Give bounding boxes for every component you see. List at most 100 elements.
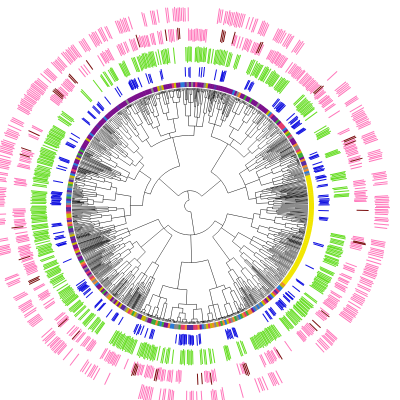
- clade-segment: [304, 172, 311, 177]
- clade-segment: [173, 323, 177, 330]
- clade-segment: [246, 96, 252, 103]
- clade-segment: [114, 106, 120, 112]
- clade-segment: [83, 266, 89, 271]
- clade-segment: [263, 108, 269, 115]
- clade-segment: [94, 125, 100, 131]
- clade-segment: [117, 103, 123, 110]
- clade-segment: [302, 166, 309, 171]
- clade-segment: [87, 133, 94, 139]
- clade-segment: [67, 225, 73, 229]
- clade-segment: [94, 281, 100, 287]
- clade-segment: [70, 237, 76, 242]
- clade-segment: [144, 316, 149, 323]
- clade-segment: [209, 83, 213, 89]
- clade-segment: [284, 130, 290, 136]
- clade-segment: [286, 273, 293, 279]
- clade-segment: [295, 148, 302, 154]
- clade-segment: [257, 302, 263, 309]
- clade-segment: [79, 146, 86, 152]
- clade-segment: [260, 300, 266, 306]
- clade-segment: [299, 158, 306, 163]
- clade-segment: [263, 297, 269, 304]
- clade-segment: [277, 284, 283, 290]
- clade-segment: [301, 162, 307, 167]
- clade-segment: [106, 293, 112, 299]
- clade-segment: [281, 279, 288, 285]
- clade-segment: [140, 91, 145, 97]
- clade-segment: [82, 143, 88, 148]
- clade-segment: [117, 302, 123, 309]
- clade-segment: [298, 154, 304, 159]
- clade-segment: [165, 84, 169, 90]
- clade-segment: [80, 144, 87, 150]
- clade-segment: [262, 299, 268, 305]
- clade-segment: [289, 269, 295, 275]
- clade-segment: [305, 231, 312, 236]
- clade-segment: [302, 164, 308, 169]
- clade-segment: [215, 84, 220, 91]
- clade-segment: [84, 268, 90, 273]
- clade-segment: [241, 312, 246, 319]
- green-ring-ticks: [30, 46, 350, 366]
- clade-segment: [307, 223, 313, 227]
- clade-segment: [303, 239, 309, 244]
- clade-segment: [303, 168, 309, 173]
- clade-segment: [171, 323, 175, 329]
- clade-segment: [308, 191, 314, 195]
- clade-segment: [77, 152, 83, 157]
- clade-segment: [301, 245, 307, 250]
- clade-segment: [217, 85, 222, 91]
- clade-segment: [302, 243, 308, 248]
- clade-segment: [305, 176, 312, 181]
- clade-segment: [74, 158, 81, 163]
- clade-segment: [116, 105, 122, 111]
- clade-segment: [241, 93, 246, 100]
- clade-segment: [92, 127, 99, 133]
- clade-segment: [142, 315, 147, 322]
- clade-segment: [215, 321, 220, 328]
- clade-segment: [306, 227, 312, 231]
- clade-segment: [89, 274, 95, 280]
- clade-segment: [270, 292, 276, 298]
- clade-segment: [288, 271, 294, 277]
- clade-segment: [132, 311, 138, 318]
- clade-segment: [225, 87, 230, 94]
- clade-segment: [231, 316, 236, 323]
- pink-ring-inner: [12, 28, 368, 384]
- clade-segment: [265, 296, 271, 302]
- clade-segment: [258, 301, 264, 307]
- clade-segment: [169, 83, 173, 89]
- darkred-marks-ticks: [11, 27, 369, 385]
- clade-segment: [119, 304, 125, 310]
- clade-segment: [69, 174, 75, 179]
- clade-segment: [300, 160, 307, 165]
- clade-segment: [205, 323, 209, 329]
- clade-segment: [68, 231, 75, 236]
- clade-segment: [242, 94, 248, 101]
- clade-segment: [244, 310, 250, 317]
- clade-segment: [239, 93, 244, 99]
- clade-segment: [297, 255, 303, 260]
- clade-segment: [68, 176, 75, 181]
- clade-segment: [104, 292, 110, 298]
- clade-segment: [66, 191, 72, 195]
- clade-segment: [291, 141, 297, 146]
- clade-segment: [294, 260, 301, 266]
- clade-segment: [221, 320, 226, 326]
- clade-segment: [277, 122, 283, 128]
- clade-segment: [72, 164, 78, 169]
- clade-segment: [281, 127, 288, 133]
- clade-segment: [307, 221, 313, 225]
- clade-segment: [304, 170, 310, 175]
- darkred-marks: [11, 27, 369, 385]
- clade-segment: [207, 83, 211, 89]
- clade-segment: [121, 101, 127, 107]
- clade-segment: [268, 113, 274, 119]
- clade-segment: [244, 95, 250, 102]
- clade-segment: [69, 172, 76, 177]
- clade-segment: [98, 120, 104, 126]
- clade-segment: [306, 229, 312, 233]
- clade-segment: [169, 323, 173, 329]
- clade-segment: [66, 219, 73, 223]
